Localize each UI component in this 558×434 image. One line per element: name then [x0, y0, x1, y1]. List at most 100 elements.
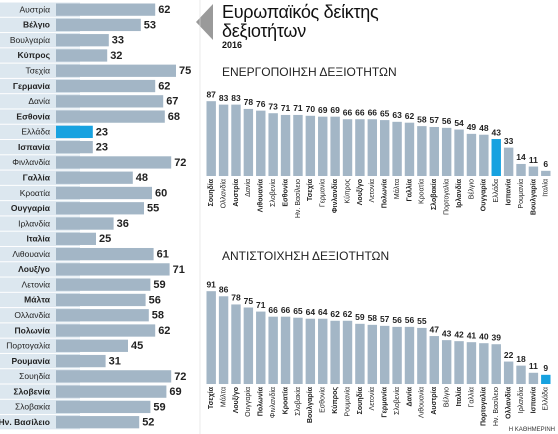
value-label: 25 — [99, 233, 111, 245]
category-label: Κύπρος — [332, 387, 339, 414]
label-box — [0, 293, 55, 307]
value-label: 33 — [504, 136, 514, 146]
value-label: 91 — [206, 279, 216, 289]
bar — [56, 293, 146, 307]
value-label: 55 — [417, 316, 427, 326]
value-label: 66 — [355, 107, 365, 117]
value-label: 69 — [330, 105, 340, 115]
bar — [541, 374, 551, 384]
category-label: Λετονία — [22, 279, 51, 289]
category-label: Ην. Βασίλειο — [492, 387, 500, 426]
bar — [268, 113, 278, 176]
value-label: 66 — [268, 305, 278, 315]
category-label: Πολωνία — [257, 386, 265, 416]
category-label: Ουγγαρία — [481, 178, 488, 211]
year: 2016 — [222, 40, 243, 50]
category-label: Ιταλία — [542, 179, 550, 197]
value-label: 43 — [491, 127, 501, 137]
value-label: 78 — [244, 97, 254, 107]
bar — [330, 320, 340, 384]
value-label: 63 — [392, 110, 402, 120]
category-label: Ρουμανία — [11, 356, 50, 366]
label-box — [0, 354, 55, 368]
category-label: Λιθουανία — [258, 178, 265, 212]
category-label: Σουηδία — [357, 386, 364, 414]
value-label: 6 — [543, 159, 548, 169]
bar — [56, 370, 172, 383]
category-label: Τσεχία — [25, 66, 50, 76]
bar — [56, 34, 109, 47]
category-label: Βέλγιο — [23, 20, 50, 30]
label-box — [0, 110, 55, 123]
value-label: 57 — [430, 115, 440, 125]
label-box — [0, 400, 55, 414]
bar — [56, 202, 144, 215]
value-label: 71 — [281, 103, 291, 113]
bar — [491, 139, 501, 176]
bar — [56, 309, 149, 322]
category-label: Λουξ/γο — [18, 264, 50, 274]
bar — [56, 141, 93, 154]
value-label: 66 — [368, 107, 378, 117]
value-label: 71 — [293, 103, 303, 113]
value-label: 23 — [96, 126, 108, 138]
bar — [280, 114, 291, 176]
category-label: Κροατία — [418, 179, 426, 204]
value-label: 11 — [529, 361, 538, 371]
bar — [503, 361, 514, 384]
bar — [56, 217, 114, 230]
arrow-icon — [196, 4, 213, 40]
label-box — [0, 18, 55, 32]
value-label: 70 — [306, 104, 316, 114]
credit: Η ΚΑΘΗΜΕΡΙΝΗ — [508, 427, 555, 433]
bar — [516, 365, 526, 384]
category-label: Σλοβενία — [269, 179, 277, 207]
bar — [392, 326, 402, 384]
category-label: Σλοβακία — [294, 387, 302, 416]
value-label: 60 — [155, 187, 167, 199]
value-label: 62 — [158, 80, 170, 92]
bar — [56, 3, 156, 16]
bar — [367, 119, 378, 176]
category-label: Ιταλία — [455, 386, 463, 406]
bar — [479, 134, 489, 176]
category-label: Γερμανία — [319, 179, 327, 207]
bar — [454, 341, 464, 384]
value-label: 36 — [117, 218, 129, 230]
bar — [218, 296, 229, 384]
bar — [491, 344, 501, 384]
category-label: Εσθονία — [319, 387, 327, 413]
value-label: 47 — [430, 324, 440, 334]
bar — [355, 119, 365, 176]
category-label: Βουλγαρία — [529, 178, 537, 215]
label-box — [0, 186, 55, 200]
value-label: 56 — [149, 294, 161, 306]
bar — [56, 49, 108, 62]
bar — [417, 126, 427, 176]
category-label: Ην. Βασίλειο — [0, 417, 50, 427]
bar — [280, 316, 291, 384]
value-label: 71 — [256, 300, 266, 310]
label-box — [0, 95, 55, 108]
value-label: 66 — [343, 107, 353, 117]
bar — [56, 79, 156, 93]
value-label: 83 — [231, 93, 241, 103]
bar — [243, 307, 254, 384]
category-label: Ιρλανδία — [18, 218, 50, 228]
value-label: 53 — [144, 19, 156, 31]
category-label: Τσεχία — [307, 178, 314, 201]
bar — [379, 325, 390, 384]
category-label: Ελλάδα — [542, 387, 550, 411]
category-label: Εσθονία — [16, 111, 50, 121]
value-label: 31 — [109, 355, 121, 367]
category-label: Σουηδία — [208, 178, 215, 206]
label-box — [0, 416, 55, 429]
category-label: Βουλγαρία — [10, 35, 50, 45]
value-label: 65 — [293, 306, 303, 316]
category-label: Ρουμανία — [517, 179, 525, 209]
bar — [56, 354, 106, 368]
bar — [56, 110, 165, 123]
bar — [429, 336, 439, 384]
bar — [503, 147, 514, 176]
value-label: 18 — [516, 354, 526, 364]
